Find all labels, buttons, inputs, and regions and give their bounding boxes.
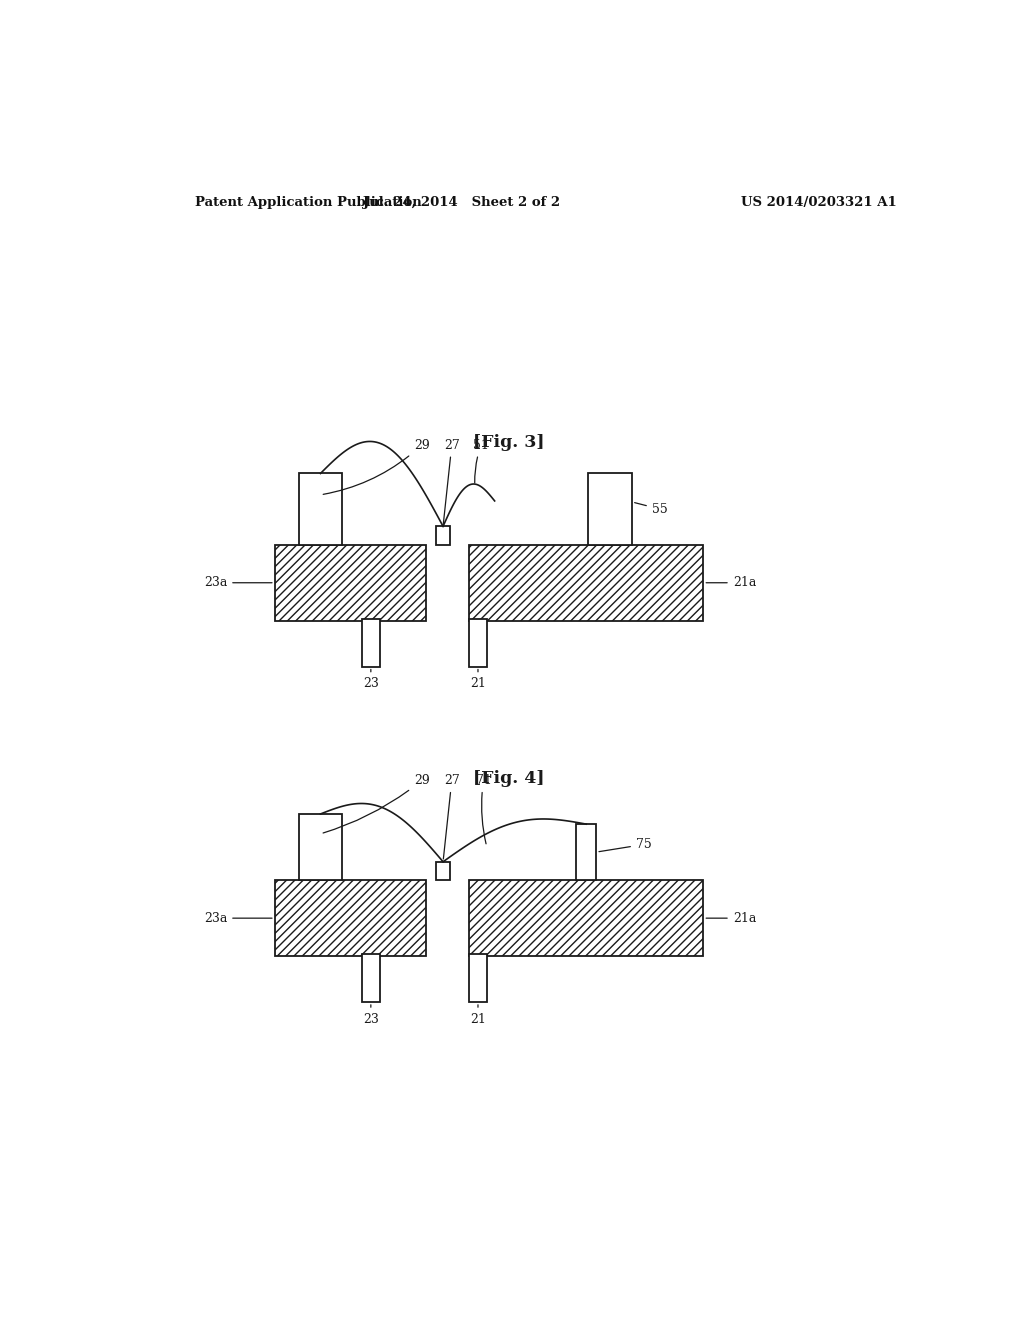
Text: 23: 23	[362, 669, 379, 690]
Bar	[588, 474, 632, 545]
Text: 75: 75	[599, 838, 651, 851]
Bar	[362, 954, 380, 1002]
Bar	[469, 545, 703, 620]
Text: 21: 21	[470, 669, 486, 690]
Text: 27: 27	[443, 438, 460, 524]
Text: 55: 55	[635, 503, 668, 516]
Text: 23a: 23a	[204, 577, 272, 589]
Text: Patent Application Publication: Patent Application Publication	[196, 195, 422, 209]
Text: 21: 21	[470, 1005, 486, 1026]
Bar	[274, 545, 426, 620]
Bar	[274, 880, 426, 956]
Bar	[299, 814, 342, 880]
Text: 71: 71	[475, 774, 492, 843]
Bar	[469, 954, 486, 1002]
Bar	[469, 880, 703, 956]
Text: 21a: 21a	[707, 912, 756, 924]
Bar	[299, 474, 342, 545]
Text: 23: 23	[362, 1005, 379, 1026]
Text: 27: 27	[443, 774, 460, 859]
Text: 21a: 21a	[707, 577, 756, 589]
Text: 29: 29	[324, 438, 429, 495]
Text: Jul. 24, 2014   Sheet 2 of 2: Jul. 24, 2014 Sheet 2 of 2	[362, 195, 560, 209]
Text: 51: 51	[473, 438, 489, 483]
Bar	[436, 862, 451, 880]
Bar	[362, 619, 380, 667]
Bar	[577, 824, 596, 880]
Text: 23a: 23a	[204, 912, 272, 924]
Text: [Fig. 4]: [Fig. 4]	[473, 770, 545, 787]
Bar	[469, 619, 486, 667]
Text: [Fig. 3]: [Fig. 3]	[473, 434, 545, 451]
Text: US 2014/0203321 A1: US 2014/0203321 A1	[740, 195, 896, 209]
Bar	[436, 527, 451, 545]
Text: 29: 29	[324, 774, 429, 833]
